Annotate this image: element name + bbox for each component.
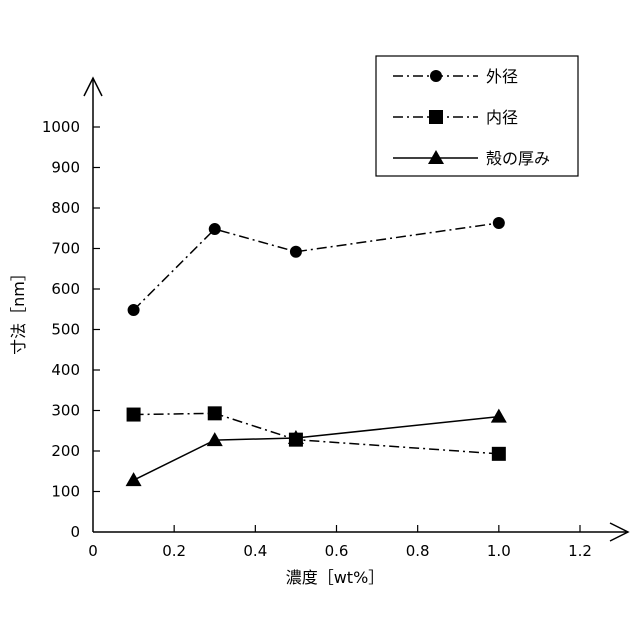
x-tick-label: 0.8 xyxy=(406,542,430,560)
series-3 xyxy=(126,409,507,487)
y-tick-label: 400 xyxy=(51,361,80,379)
series-line xyxy=(134,223,499,310)
legend-marker xyxy=(429,110,443,124)
series-2 xyxy=(127,406,506,461)
legend-label: 殻の厚み xyxy=(486,149,550,168)
y-tick-label: 300 xyxy=(51,402,80,420)
data-point xyxy=(207,432,223,446)
series-line xyxy=(134,413,499,454)
data-point xyxy=(126,472,142,486)
data-point xyxy=(128,304,140,316)
x-tick-label: 0.2 xyxy=(162,542,186,560)
data-point xyxy=(208,406,222,420)
y-tick-label: 100 xyxy=(51,483,80,501)
legend-marker xyxy=(430,70,442,82)
y-tick-label: 200 xyxy=(51,442,80,460)
y-tick-label: 700 xyxy=(51,240,80,258)
y-tick-label: 0 xyxy=(70,523,80,541)
y-tick-label: 1000 xyxy=(42,118,80,136)
data-point xyxy=(491,409,507,423)
x-tick-label: 1.0 xyxy=(487,542,511,560)
y-tick-label: 600 xyxy=(51,280,80,298)
data-point xyxy=(492,447,506,461)
x-tick-label: 1.2 xyxy=(568,542,592,560)
data-point xyxy=(127,408,141,422)
y-tick-label: 800 xyxy=(51,199,80,217)
x-tick-label: 0.6 xyxy=(325,542,349,560)
data-point xyxy=(290,246,302,258)
data-point xyxy=(493,217,505,229)
data-point xyxy=(209,223,221,235)
y-axis-title: 寸法［nm］ xyxy=(9,265,28,355)
series-line xyxy=(134,417,499,481)
x-tick-label: 0.4 xyxy=(243,542,267,560)
x-tick-label: 0 xyxy=(88,542,98,560)
legend-label: 内径 xyxy=(486,108,518,127)
series-1 xyxy=(128,217,505,316)
legend: 外径内径殻の厚み xyxy=(376,56,578,176)
y-tick-label: 500 xyxy=(51,321,80,339)
y-tick-label: 900 xyxy=(51,159,80,177)
x-axis-title: 濃度［wt%］ xyxy=(286,568,385,587)
legend-label: 外径 xyxy=(486,67,518,86)
